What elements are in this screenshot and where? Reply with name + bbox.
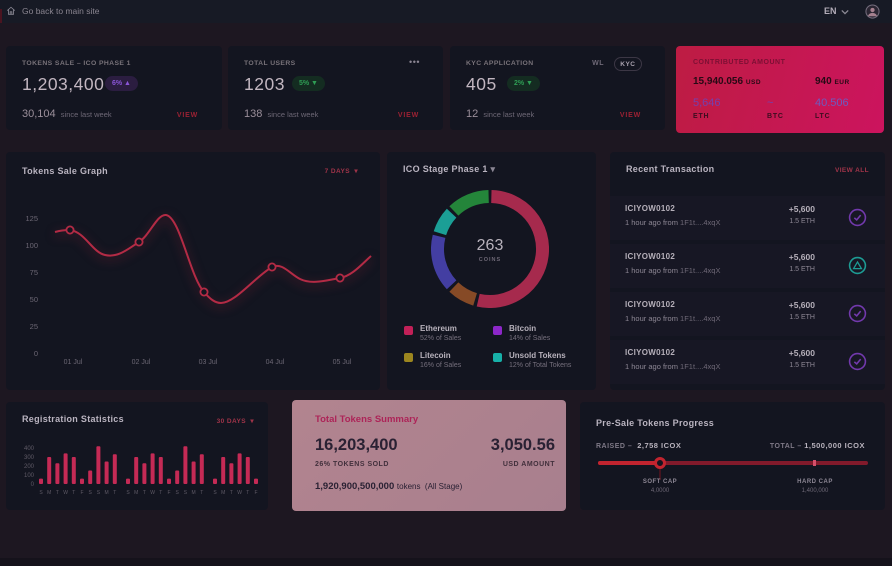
svg-text:T: T — [200, 490, 203, 496]
svg-text:M: M — [221, 490, 225, 496]
svg-text:S: S — [176, 490, 180, 496]
svg-text:T: T — [56, 490, 59, 496]
svg-text:M: M — [134, 490, 138, 496]
svg-text:300: 300 — [24, 455, 35, 461]
svg-text:S: S — [97, 490, 101, 496]
svg-text:0: 0 — [34, 349, 38, 358]
svg-text:03 Jul: 03 Jul — [199, 359, 218, 366]
svg-text:100: 100 — [24, 473, 35, 479]
svg-text:75: 75 — [30, 268, 38, 277]
svg-text:0: 0 — [31, 482, 35, 488]
svg-text:200: 200 — [24, 464, 35, 470]
svg-text:125: 125 — [25, 214, 38, 223]
svg-text:F: F — [254, 490, 257, 496]
svg-text:400: 400 — [24, 446, 35, 452]
svg-text:W: W — [63, 490, 68, 496]
svg-text:W: W — [237, 490, 242, 496]
svg-text:T: T — [72, 490, 75, 496]
svg-text:M: M — [192, 490, 196, 496]
svg-text:W: W — [150, 490, 155, 496]
svg-text:M: M — [47, 490, 51, 496]
svg-text:S: S — [89, 490, 93, 496]
svg-text:S: S — [39, 490, 43, 496]
svg-text:01 Jul: 01 Jul — [64, 359, 83, 366]
svg-text:50: 50 — [30, 295, 38, 304]
svg-text:S: S — [184, 490, 188, 496]
svg-text:T: T — [246, 490, 249, 496]
svg-text:25: 25 — [30, 322, 38, 331]
svg-text:T: T — [159, 490, 162, 496]
svg-text:S: S — [213, 490, 217, 496]
svg-text:T: T — [230, 490, 233, 496]
svg-text:T: T — [143, 490, 146, 496]
svg-text:S: S — [126, 490, 130, 496]
svg-text:F: F — [167, 490, 170, 496]
svg-text:02 Jul: 02 Jul — [132, 359, 151, 366]
svg-text:04 Jul: 04 Jul — [266, 359, 285, 366]
svg-text:100: 100 — [25, 241, 38, 250]
svg-text:F: F — [80, 490, 83, 496]
svg-text:T: T — [113, 490, 116, 496]
svg-text:05 Jul: 05 Jul — [333, 359, 352, 366]
svg-text:M: M — [105, 490, 109, 496]
